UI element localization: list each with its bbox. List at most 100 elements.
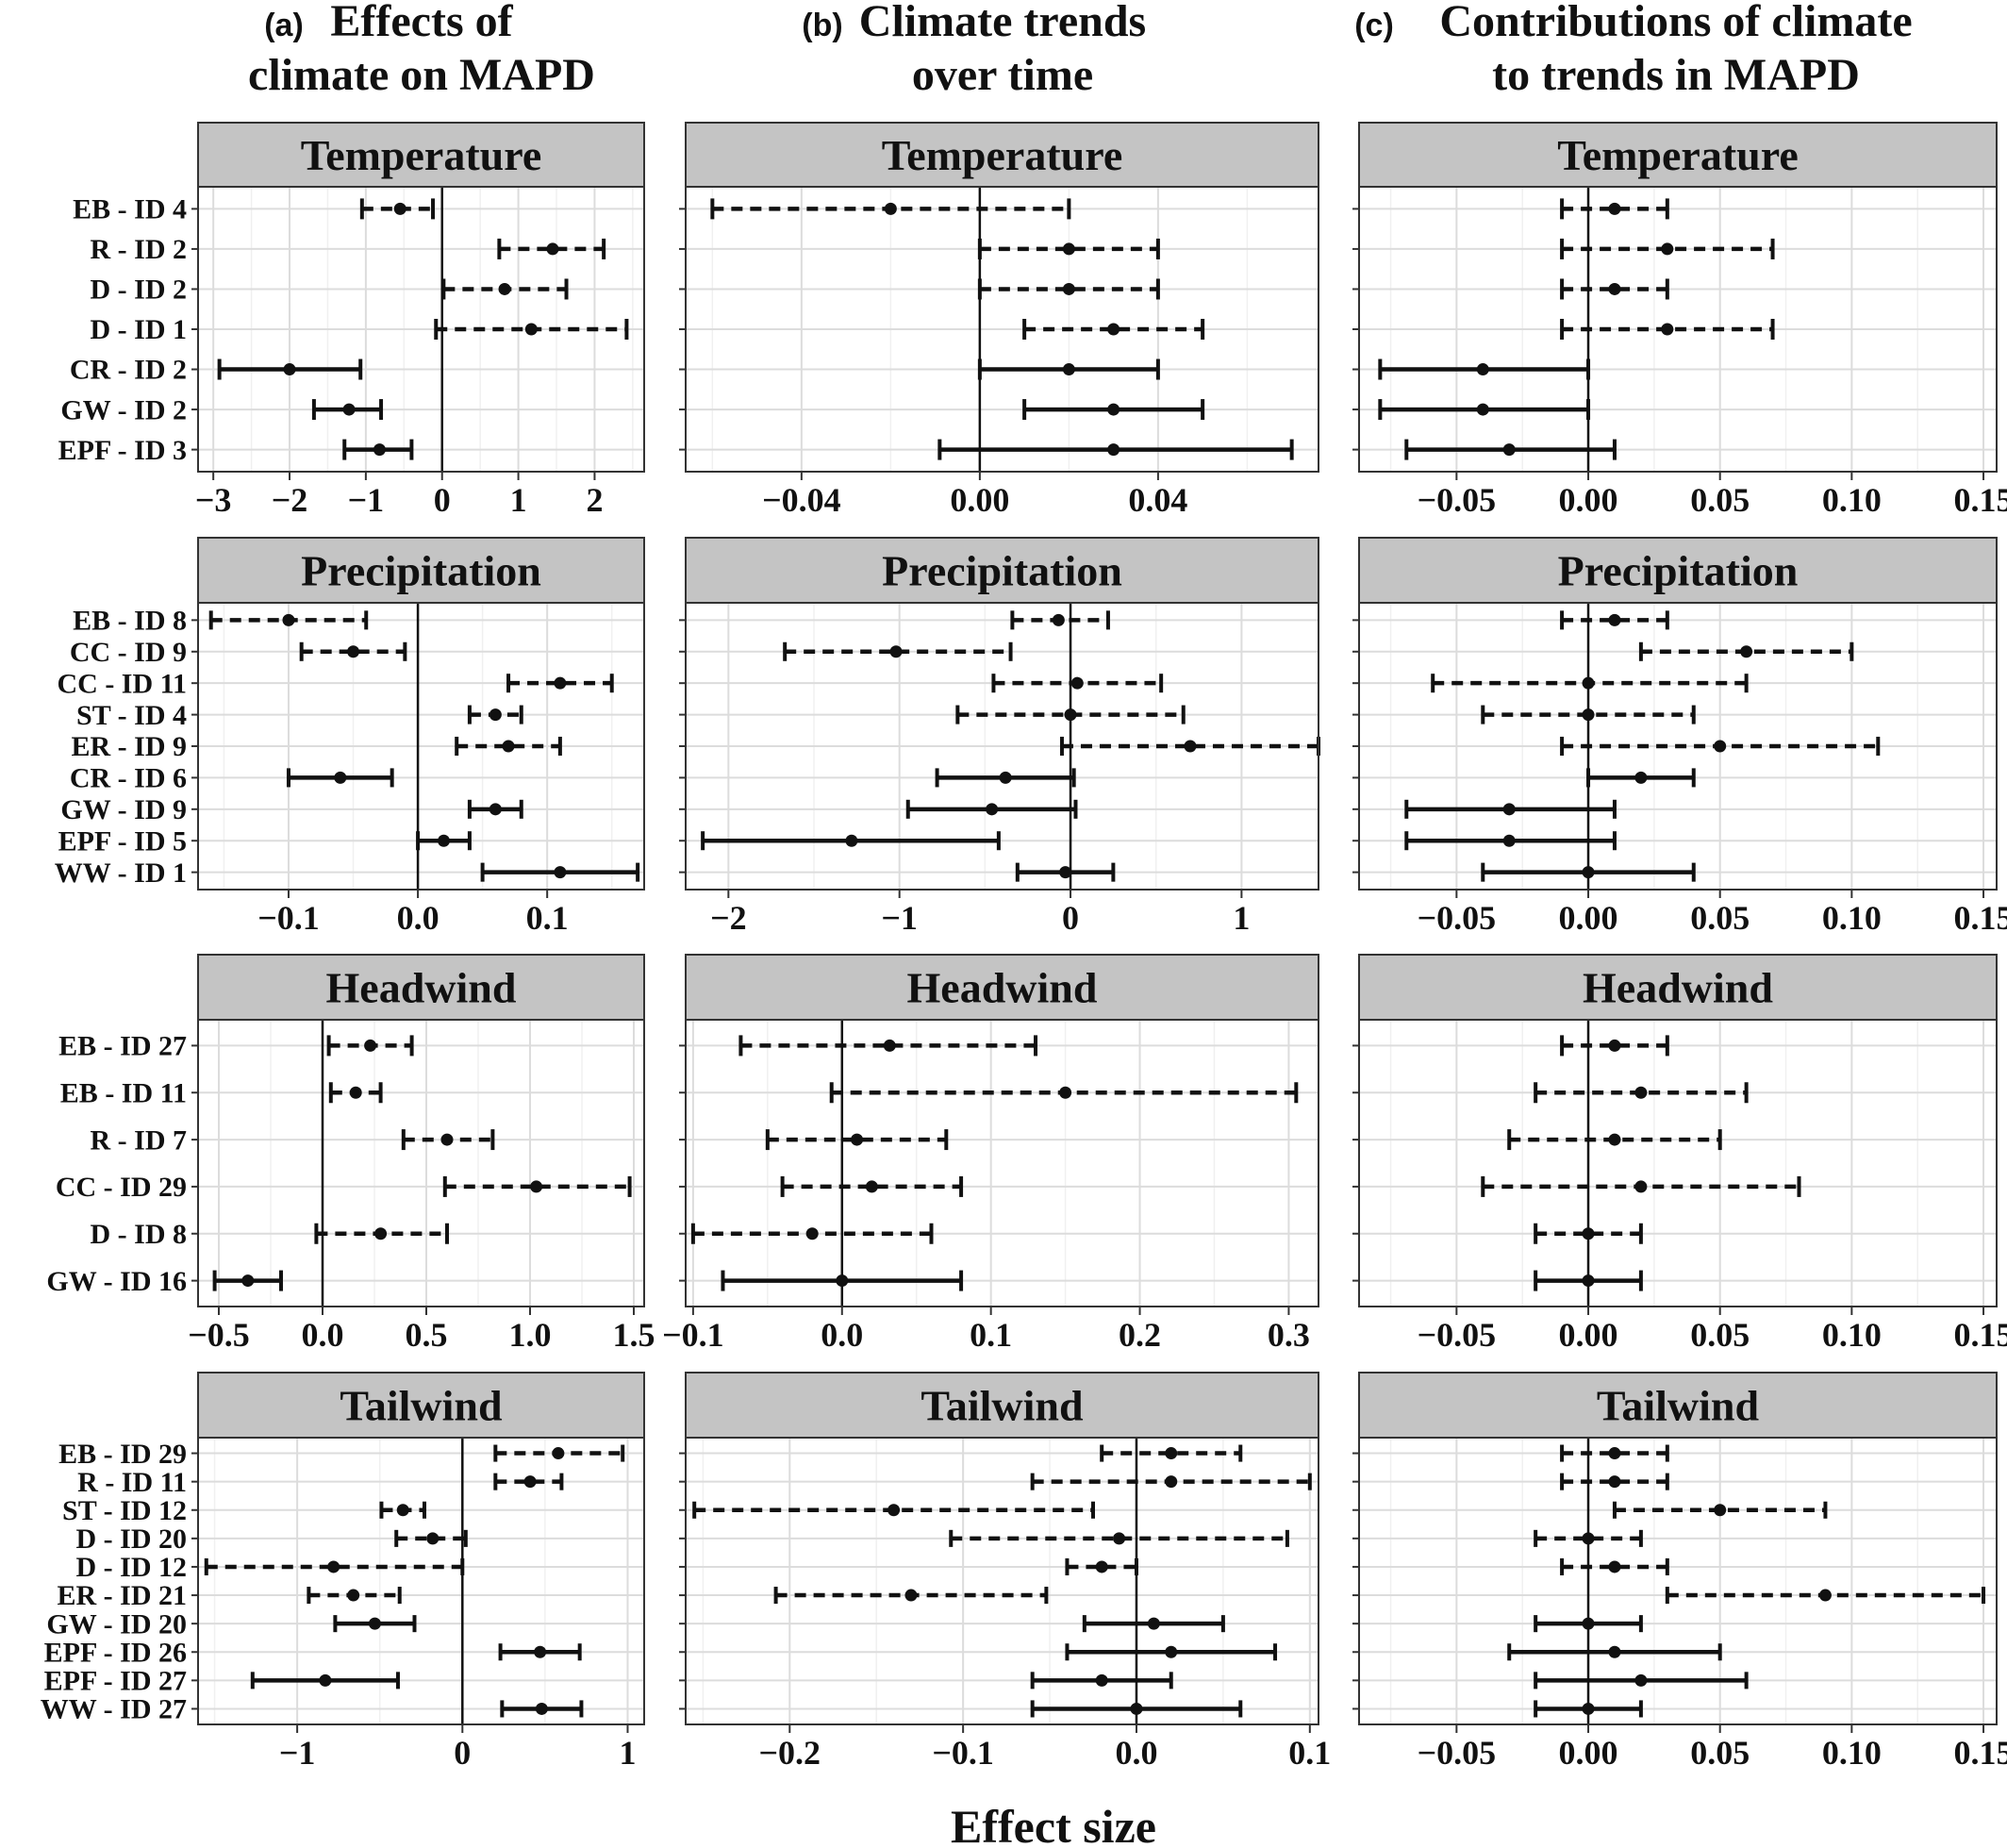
- estimate-point: [1165, 1447, 1178, 1460]
- x-tick-label: −0.5: [188, 1316, 250, 1354]
- error-bar: [299, 641, 407, 661]
- x-tick-label: 0.0: [1115, 1734, 1157, 1772]
- error-bar: [286, 768, 394, 788]
- x-tick-label: −0.05: [1418, 899, 1497, 937]
- estimate-point: [851, 1133, 864, 1146]
- estimate-point: [887, 1504, 901, 1517]
- y-tick-label: ST - ID 12: [62, 1495, 187, 1526]
- y-tick-label: EPF - ID 3: [58, 435, 187, 466]
- error-bar: [1638, 641, 1854, 661]
- error-bar: [1586, 768, 1696, 788]
- error-bar: [1560, 198, 1669, 220]
- x-tick-label: 0.10: [1822, 899, 1882, 937]
- error-bar: [977, 238, 1160, 259]
- estimate-point: [1634, 1673, 1648, 1687]
- x-tick-label: 0.0: [397, 899, 440, 937]
- x-tick-label: −0.04: [762, 481, 841, 519]
- error-bar: [328, 1082, 383, 1104]
- error-bar: [721, 1270, 964, 1291]
- x-tick-label: 1.0: [509, 1316, 552, 1354]
- estimate-point: [1740, 645, 1753, 658]
- y-tick-label: CC - ID 11: [57, 668, 187, 699]
- estimate-point: [1608, 1645, 1621, 1658]
- error-bar: [359, 198, 436, 220]
- error-bar: [1010, 610, 1110, 630]
- x-tick-label: 0.05: [1690, 481, 1750, 519]
- error-bar: [493, 1473, 564, 1490]
- estimate-point: [883, 1039, 896, 1052]
- panel-border: [197, 1437, 645, 1725]
- estimate-point: [1502, 803, 1516, 816]
- y-tick-label: GW - ID 9: [60, 794, 187, 825]
- error-bar: [780, 1175, 964, 1197]
- error-bar: [1612, 1501, 1828, 1519]
- error-bar: [1022, 319, 1205, 340]
- facet-label: Tailwind: [1597, 1382, 1760, 1430]
- x-tick-label: 0.15: [1954, 481, 2007, 519]
- estimate-point: [342, 403, 356, 416]
- x-tick-label: 0.05: [1690, 899, 1750, 937]
- error-bar: [1507, 1643, 1722, 1661]
- estimate-point: [904, 1589, 918, 1602]
- y-tick-label: ER - ID 9: [71, 731, 187, 762]
- error-bar: [441, 278, 569, 300]
- x-tick-label: 0.00: [1559, 481, 1618, 519]
- error-bar: [1015, 862, 1116, 882]
- x-tick-label: 0.0: [302, 1316, 344, 1354]
- error-bar: [905, 799, 1078, 819]
- facet-strip: [1358, 954, 1998, 1021]
- facet-strip: [685, 122, 1319, 188]
- estimate-point: [437, 834, 450, 847]
- error-bar: [480, 862, 640, 882]
- x-tick-label: 0: [434, 481, 451, 519]
- x-tick-label: 0.5: [406, 1316, 448, 1354]
- estimate-point: [1107, 403, 1120, 416]
- estimate-point: [1608, 1475, 1621, 1489]
- error-bar: [1560, 278, 1669, 300]
- estimate-point: [1113, 1532, 1126, 1545]
- x-tick-label: 0.2: [1119, 1316, 1161, 1354]
- estimate-point: [1064, 708, 1077, 722]
- x-tick-label: −2: [272, 481, 308, 519]
- facet-strip: [197, 1372, 645, 1439]
- panel-border: [1358, 1019, 1998, 1307]
- column-letter: (c): [1354, 8, 1394, 43]
- facet-label: Headwind: [1583, 964, 1773, 1012]
- x-tick-label: 0.00: [950, 481, 1009, 519]
- y-tick-label: EPF - ID 26: [44, 1637, 187, 1668]
- facet-label: Tailwind: [921, 1382, 1084, 1430]
- x-tick-label: 0: [1062, 899, 1079, 937]
- estimate-point: [552, 1447, 565, 1460]
- facet-label: Temperature: [1557, 131, 1799, 179]
- estimate-point: [426, 1532, 440, 1545]
- estimate-point: [534, 1645, 547, 1658]
- estimate-point: [489, 803, 502, 816]
- estimate-point: [535, 1702, 548, 1715]
- estimate-point: [1608, 613, 1621, 626]
- x-tick-label: −0.1: [662, 1316, 724, 1354]
- facet-label: Temperature: [882, 131, 1123, 179]
- column-letter: (b): [802, 8, 842, 43]
- estimate-point: [498, 282, 511, 295]
- error-bar: [1560, 1557, 1669, 1575]
- error-bar: [208, 610, 369, 630]
- error-bar: [1404, 831, 1617, 851]
- estimate-point: [1582, 676, 1595, 690]
- estimate-point: [393, 202, 406, 215]
- estimate-point: [865, 1180, 878, 1193]
- estimate-point: [396, 1504, 409, 1517]
- x-tick-label: 0.1: [1288, 1734, 1331, 1772]
- y-tick-label: GW - ID 2: [60, 394, 187, 425]
- estimate-point: [1582, 1227, 1595, 1240]
- error-bar: [1481, 862, 1696, 882]
- y-tick-label: GW - ID 16: [46, 1266, 187, 1297]
- error-bar: [1507, 1129, 1722, 1151]
- error-bar: [1560, 736, 1881, 757]
- estimate-point: [1582, 1274, 1595, 1288]
- x-tick-label: −0.05: [1418, 1734, 1497, 1772]
- estimate-point: [347, 1589, 360, 1602]
- x-tick-label: 0.10: [1822, 1734, 1882, 1772]
- y-tick-label: D - ID 12: [76, 1552, 188, 1583]
